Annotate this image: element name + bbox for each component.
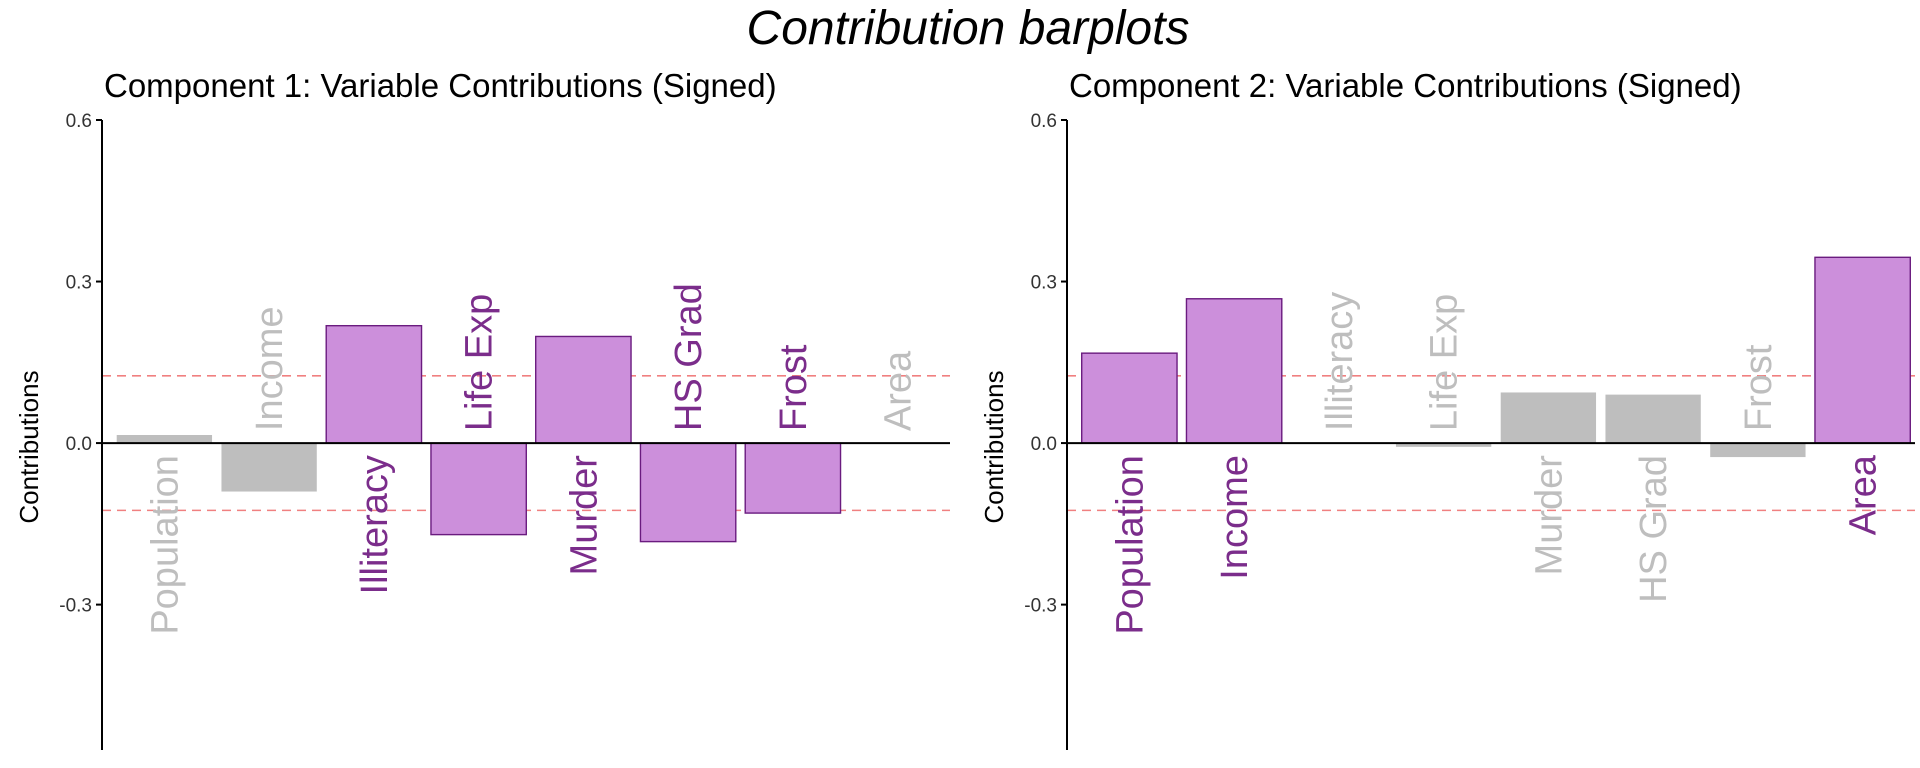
y-tick-label: 0.6 [1031, 111, 1057, 132]
variable-label-murder: Murder [563, 455, 605, 576]
variable-label-frost: Frost [773, 344, 815, 431]
bar-frost [1710, 443, 1806, 458]
variable-label-illiteracy: Illiteracy [354, 455, 396, 594]
bar-life-exp [1395, 443, 1492, 447]
bar-population [1081, 352, 1178, 444]
bar-frost [744, 442, 842, 514]
variable-label-income: Income [1214, 455, 1256, 580]
component-2-panel: Component 2: Variable Contributions (Sig… [979, 67, 1915, 750]
y-tick-label: -0.3 [1024, 596, 1057, 617]
y-tick-label: 0.0 [66, 434, 92, 455]
variable-label-area: Area [878, 350, 920, 431]
y-axis-title: Contributions [979, 370, 1009, 523]
y-tick-label: 0.3 [1031, 273, 1057, 294]
variable-label-area: Area [1843, 454, 1885, 535]
y-axis-title: Contributions [14, 370, 44, 523]
y-tick-label: -0.3 [59, 596, 92, 617]
bar-illiteracy [325, 324, 423, 444]
variable-label-hs-grad: HS Grad [1633, 455, 1675, 603]
variable-label-life-exp: Life Exp [1424, 294, 1466, 431]
bar-hs-grad [639, 442, 737, 543]
variable-label-illiteracy: Illiteracy [1319, 292, 1361, 431]
bar-area [1814, 256, 1911, 444]
bar-population [116, 435, 213, 444]
variable-label-population: Population [1109, 455, 1151, 635]
y-tick-label: 0.0 [1031, 434, 1057, 455]
bar-life-exp [430, 442, 527, 536]
bar-income [1185, 298, 1283, 444]
variable-label-hs-grad: HS Grad [668, 283, 710, 431]
variable-label-murder: Murder [1528, 455, 1570, 576]
variable-label-life-exp: Life Exp [459, 294, 501, 431]
y-tick-label: 0.3 [66, 273, 92, 294]
bar-murder [1500, 392, 1597, 444]
bar-income [221, 443, 317, 492]
component-1-panel: Component 1: Variable Contributions (Sig… [14, 67, 950, 750]
bar-hs-grad [1605, 394, 1701, 444]
variable-label-income: Income [249, 306, 291, 431]
y-tick-label: 0.6 [66, 111, 92, 132]
panel-title: Component 1: Variable Contributions (Sig… [104, 67, 777, 104]
bar-murder [535, 335, 632, 444]
variable-label-frost: Frost [1738, 344, 1780, 431]
panel-title: Component 2: Variable Contributions (Sig… [1069, 67, 1742, 104]
variable-label-population: Population [144, 455, 186, 635]
figure-title: Contribution barplots [747, 2, 1190, 55]
